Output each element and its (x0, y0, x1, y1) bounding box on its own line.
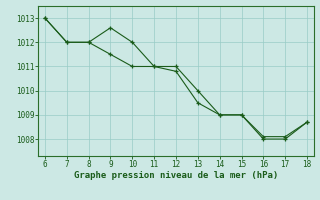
X-axis label: Graphe pression niveau de la mer (hPa): Graphe pression niveau de la mer (hPa) (74, 171, 278, 180)
